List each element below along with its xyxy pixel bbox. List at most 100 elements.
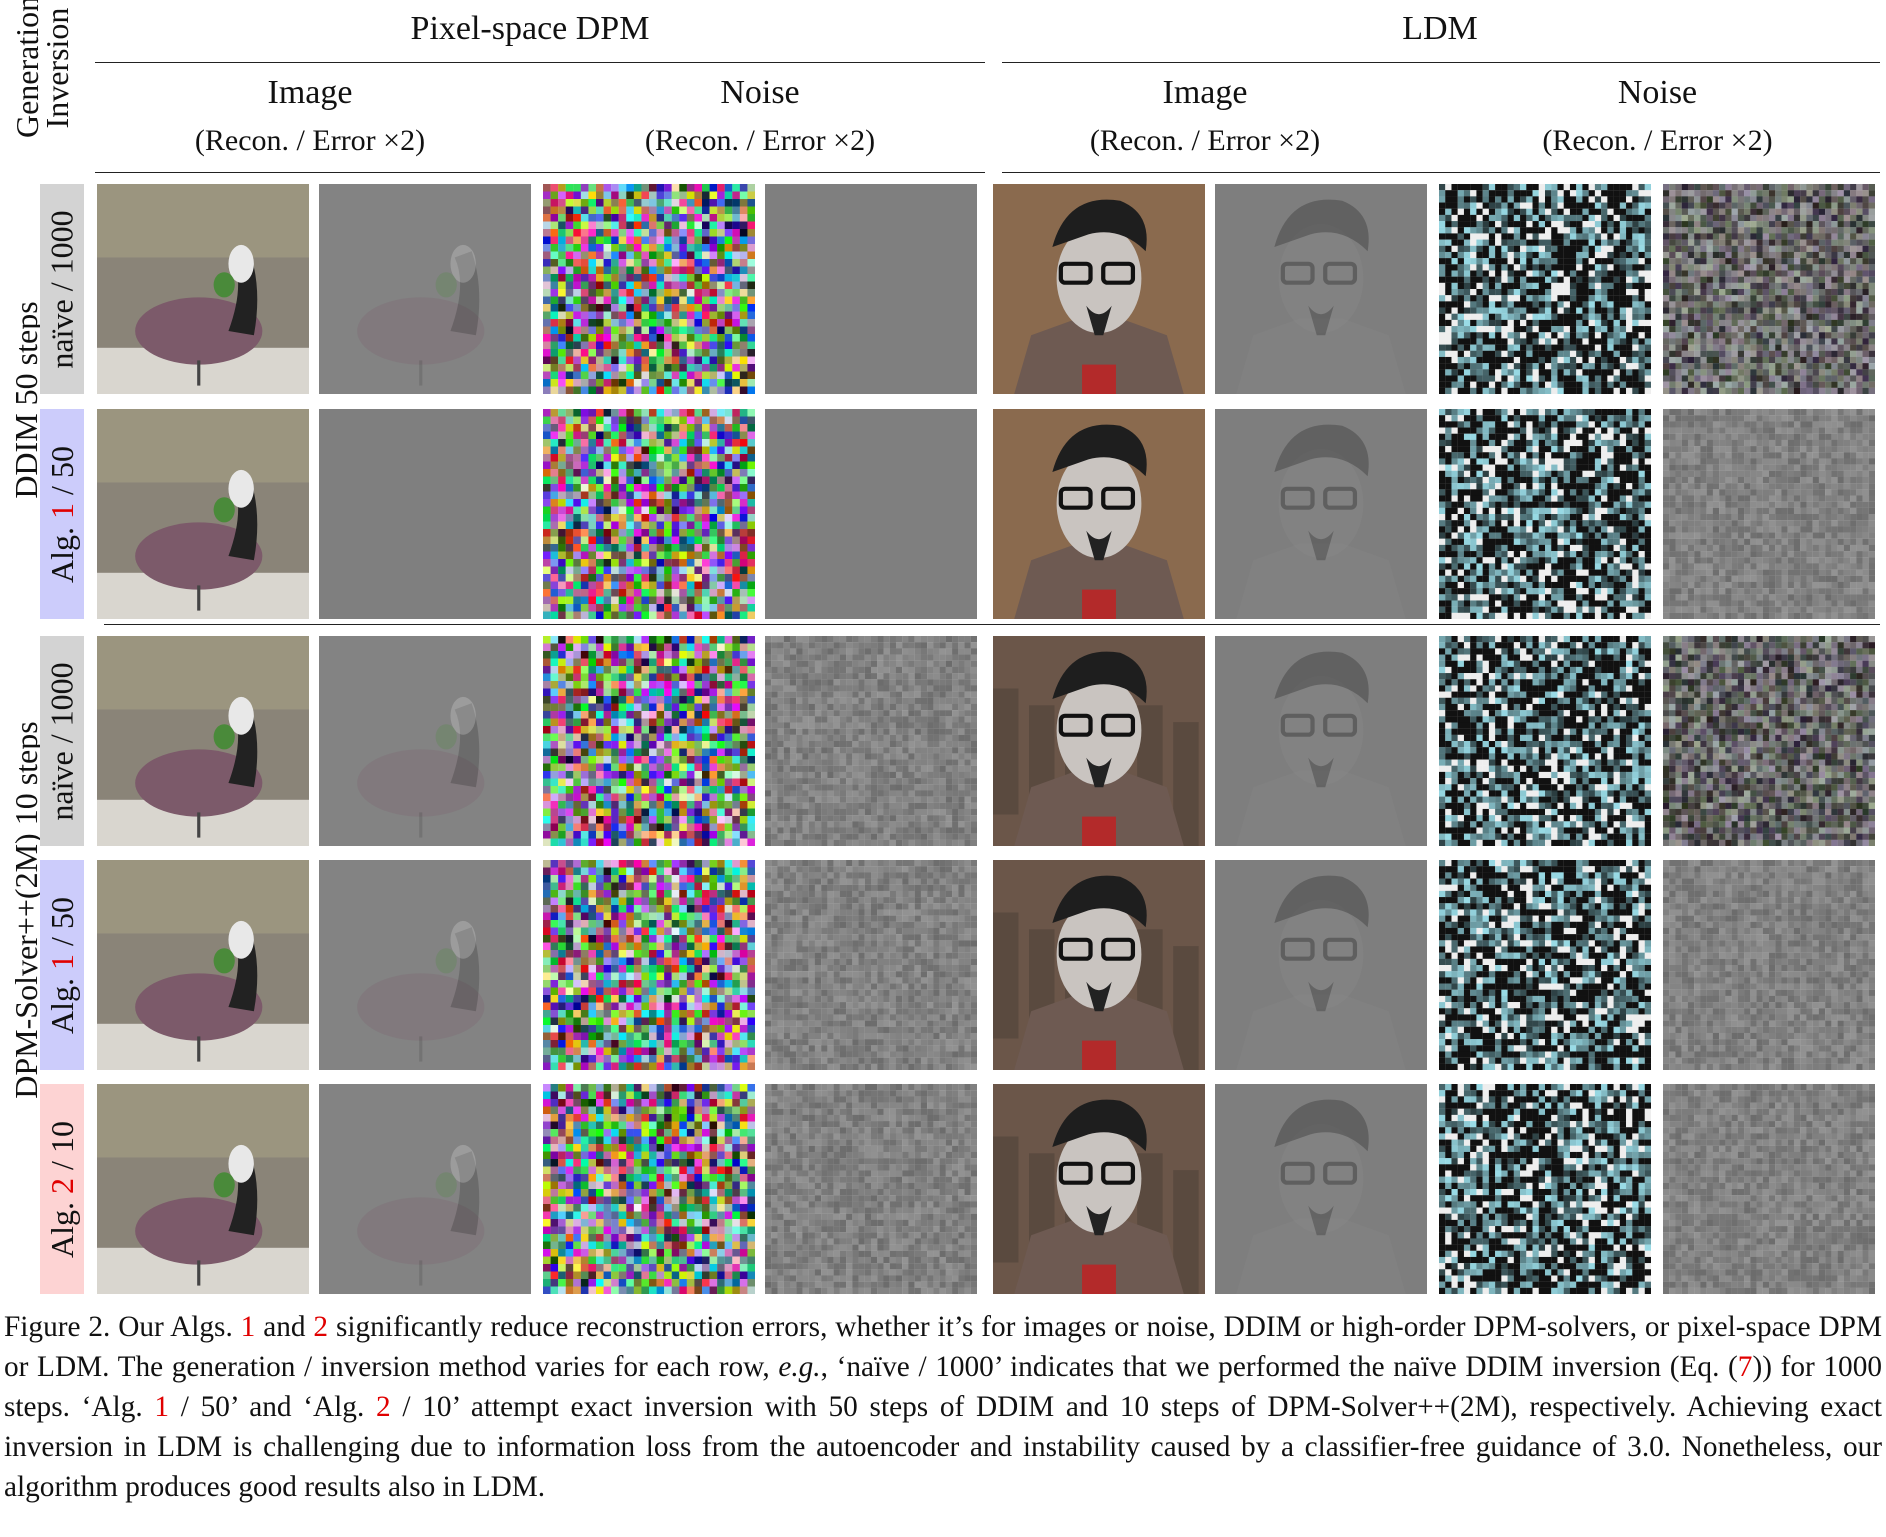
tile-dpm-naive-pixel-image-error: [319, 636, 531, 846]
tile-graphic: [993, 636, 1205, 846]
col-sub-ldm-noise: (Recon. / Error ×2): [1542, 124, 1773, 157]
tile-graphic: [1215, 184, 1427, 394]
tile-graphic: [543, 1084, 755, 1294]
tile-graphic: [97, 1084, 309, 1294]
col-title-pixel-image: Image: [267, 74, 353, 111]
tile-graphic: [543, 184, 755, 394]
tile-ddim-naive-pixel-noise-error: [765, 184, 977, 394]
tile-graphic: [1439, 184, 1651, 394]
tile-graphic: [543, 860, 755, 1070]
row-label-ddim-naive: naïve / 1000: [40, 184, 84, 394]
tile-graphic: [1439, 409, 1651, 619]
tile-dpm-alg2-ldm-noise-error: [1663, 1084, 1875, 1294]
tile-graphic: [765, 184, 977, 394]
tile-dpm-alg1-ldm-noise-recon: [1439, 860, 1651, 1070]
col-sub-pixel-image: (Recon. / Error ×2): [194, 124, 426, 157]
tile-graphic: [319, 860, 531, 1070]
tile-ddim-alg1-pixel-image-error: [319, 409, 531, 619]
tile-dpm-alg2-pixel-image-recon: [97, 1084, 309, 1294]
tile-graphic: [993, 1084, 1205, 1294]
tile-ddim-alg1-pixel-noise-error: [765, 409, 977, 619]
tile-dpm-alg1-pixel-image-recon: [97, 860, 309, 1070]
tile-graphic: [1663, 409, 1875, 619]
tile-dpm-alg2-pixel-noise-error: [765, 1084, 977, 1294]
tile-ddim-alg1-ldm-noise-recon: [1439, 409, 1651, 619]
tile-ddim-naive-ldm-image-error: [1215, 184, 1427, 394]
tile-ddim-naive-pixel-noise-recon: [543, 184, 755, 394]
tile-graphic: [765, 636, 977, 846]
col-rule-ldm: [1002, 172, 1880, 173]
figure-caption: Figure 2. Our Algs. 1 and 2 significantl…: [4, 1311, 1882, 1503]
row-label-dpm-alg1: Alg. 1 / 50: [40, 860, 84, 1070]
tile-graphic: [319, 184, 531, 394]
group-title-pixel-dpm: Pixel-space DPM: [410, 10, 650, 47]
tile-dpm-alg2-ldm-noise-recon: [1439, 1084, 1651, 1294]
tile-graphic: [765, 409, 977, 619]
tile-graphic: [1663, 184, 1875, 394]
tile-dpm-naive-pixel-noise-error: [765, 636, 977, 846]
tile-graphic: [319, 636, 531, 846]
row-label-ddim-alg1: Alg. 1 / 50: [40, 409, 84, 619]
tile-graphic: [97, 860, 309, 1070]
tile-dpm-alg2-ldm-image-error: [1215, 1084, 1427, 1294]
tile-ddim-naive-ldm-noise-error: [1663, 184, 1875, 394]
tile-dpm-alg1-pixel-noise-error: [765, 860, 977, 1070]
tile-dpm-alg1-pixel-noise-recon: [543, 860, 755, 1070]
inversion-header: Inversion: [39, 7, 75, 129]
tile-graphic: [97, 409, 309, 619]
section-separator: [104, 624, 1880, 625]
tile-ddim-alg1-ldm-noise-error: [1663, 409, 1875, 619]
group-rule-pixel-dpm: [95, 62, 985, 63]
tile-graphic: [1215, 1084, 1427, 1294]
group-title-ldm: LDM: [1402, 10, 1478, 47]
row-label-dpm-naive: naïve / 1000: [40, 636, 84, 846]
tile-graphic: [1663, 1084, 1875, 1294]
tile-ddim-alg1-pixel-image-recon: [97, 409, 309, 619]
tile-dpm-naive-ldm-image-recon: [993, 636, 1205, 846]
tile-dpm-alg1-ldm-image-error: [1215, 860, 1427, 1070]
col-rule-pixel: [95, 172, 985, 173]
tile-ddim-naive-pixel-image-error: [319, 184, 531, 394]
tile-graphic: [993, 184, 1205, 394]
tile-dpm-naive-pixel-image-recon: [97, 636, 309, 846]
tile-graphic: [543, 409, 755, 619]
tile-graphic: [319, 409, 531, 619]
tile-ddim-naive-ldm-image-recon: [993, 184, 1205, 394]
col-title-ldm-noise: Noise: [1617, 74, 1698, 111]
tile-graphic: [1663, 860, 1875, 1070]
tile-graphic: [97, 636, 309, 846]
group-rule-ldm: [1002, 62, 1880, 63]
tile-ddim-alg1-pixel-noise-recon: [543, 409, 755, 619]
col-sub-ldm-image: (Recon. / Error ×2): [1089, 124, 1321, 157]
tile-graphic: [319, 1084, 531, 1294]
tile-graphic: [1663, 636, 1875, 846]
tile-graphic: [1215, 860, 1427, 1070]
col-title-ldm-image: Image: [1162, 74, 1248, 111]
tile-graphic: [1439, 636, 1651, 846]
tile-ddim-naive-pixel-image-recon: [97, 184, 309, 394]
tile-dpm-alg1-ldm-noise-error: [1663, 860, 1875, 1070]
tile-dpm-alg1-pixel-image-error: [319, 860, 531, 1070]
col-sub-pixel-noise: (Recon. / Error ×2): [644, 124, 876, 157]
tile-ddim-alg1-ldm-image-error: [1215, 409, 1427, 619]
tile-dpm-naive-ldm-noise-error: [1663, 636, 1875, 846]
tile-ddim-alg1-ldm-image-recon: [993, 409, 1205, 619]
tile-dpm-naive-ldm-noise-recon: [1439, 636, 1651, 846]
tile-graphic: [993, 860, 1205, 1070]
tile-graphic: [543, 636, 755, 846]
tile-ddim-naive-ldm-noise-recon: [1439, 184, 1651, 394]
tile-dpm-alg1-ldm-image-recon: [993, 860, 1205, 1070]
tile-graphic: [765, 1084, 977, 1294]
tile-graphic: [993, 409, 1205, 619]
tile-graphic: [97, 184, 309, 394]
tile-dpm-alg2-ldm-image-recon: [993, 1084, 1205, 1294]
tile-graphic: [1439, 1084, 1651, 1294]
tile-dpm-alg2-pixel-noise-recon: [543, 1084, 755, 1294]
col-title-pixel-noise: Noise: [720, 74, 800, 111]
tile-graphic: [1215, 636, 1427, 846]
tile-dpm-alg2-pixel-image-error: [319, 1084, 531, 1294]
tile-dpm-naive-pixel-noise-recon: [543, 636, 755, 846]
tile-dpm-naive-ldm-image-error: [1215, 636, 1427, 846]
tile-graphic: [1215, 409, 1427, 619]
tile-graphic: [1439, 860, 1651, 1070]
